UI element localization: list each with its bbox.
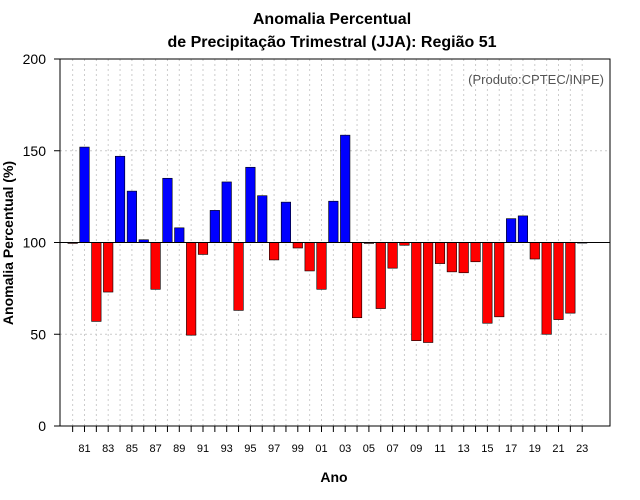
x-tick-label: 87 (149, 443, 161, 455)
bar-93 (221, 181, 232, 243)
bar-82 (91, 242, 102, 322)
y-axis-label: Anomalia Percentual (%) (0, 161, 16, 325)
chart-title-line-2: de Precipitação Trimestral (JJA): Região… (167, 34, 496, 51)
x-tick-label: 19 (529, 443, 541, 455)
x-tick-label: 81 (78, 443, 90, 455)
x-tick-label: 05 (363, 443, 375, 455)
bar-14 (470, 242, 481, 263)
x-tick-label: 07 (386, 443, 398, 455)
bar-90 (186, 242, 197, 336)
bar-02 (328, 200, 339, 243)
y-tick-label: 50 (30, 326, 46, 342)
x-tick-label: 23 (576, 443, 588, 455)
bar-07 (387, 242, 398, 269)
bar-95 (245, 166, 256, 243)
x-tick-label: 89 (173, 443, 185, 455)
x-axis: 81 83 85 87 89 91 93 95 97 99 01 03 05 07 09 11 13 15 17 19… (72, 426, 588, 455)
bar-03 (340, 134, 351, 243)
bar-96 (257, 195, 268, 243)
x-tick-label: 83 (102, 443, 114, 455)
bar-20 (541, 242, 552, 335)
bar-06 (375, 242, 386, 309)
credit-label: (Produto:CPTEC/INPE) (468, 72, 604, 87)
x-tick-label: 13 (458, 443, 470, 455)
bar-85 (126, 190, 137, 243)
bar-81 (79, 146, 90, 243)
bar-92 (209, 210, 220, 243)
bar-19 (529, 242, 540, 260)
y-tick-label: 200 (23, 51, 47, 67)
bar-87 (150, 242, 161, 290)
chart-title-line-1: Anomalia Percentual (253, 11, 411, 28)
bar-98 (280, 201, 292, 243)
bar-83 (103, 242, 114, 293)
bar-01 (316, 242, 327, 290)
x-tick-label: 93 (221, 443, 233, 455)
x-tick-label: 85 (126, 443, 138, 455)
bar-15 (482, 242, 493, 324)
y-tick-label: 100 (23, 235, 47, 251)
x-tick-label: 91 (197, 443, 209, 455)
bar-04 (351, 242, 363, 319)
bar-21 (553, 242, 564, 320)
y-axis: 0 50 100 150 200 (23, 51, 60, 434)
x-tick-label: 99 (292, 443, 304, 455)
y-tick-label: 150 (23, 143, 47, 159)
x-tick-label: 95 (244, 443, 256, 455)
bar-10 (423, 242, 434, 343)
x-tick-label: 03 (339, 443, 351, 455)
x-tick-label: 11 (434, 443, 445, 455)
y-tick-label: 0 (38, 418, 46, 434)
bar-94 (233, 242, 244, 311)
x-tick-label: 21 (552, 443, 564, 455)
x-tick-label: 01 (315, 443, 327, 455)
bar-11 (434, 242, 446, 264)
x-tick-label: 17 (505, 443, 517, 455)
bar-97 (269, 242, 280, 261)
bar-88 (162, 177, 173, 243)
bar-16 (494, 242, 505, 318)
grid (60, 59, 610, 426)
x-axis-label: Ano (320, 469, 347, 485)
bar-12 (446, 242, 457, 273)
x-tick-label: 15 (481, 443, 493, 455)
bar-99 (292, 242, 303, 249)
bar-89 (174, 227, 185, 243)
bar-09 (411, 242, 422, 341)
bar-91 (197, 242, 209, 255)
bar-13 (458, 242, 469, 274)
bar-18 (517, 215, 529, 243)
x-tick-label: 09 (410, 443, 422, 455)
bar-22 (565, 242, 576, 314)
bar-00 (304, 242, 315, 272)
bar-17 (506, 218, 517, 243)
bars (67, 134, 588, 343)
bar-84 (115, 155, 126, 243)
x-tick-label: 97 (268, 443, 280, 455)
